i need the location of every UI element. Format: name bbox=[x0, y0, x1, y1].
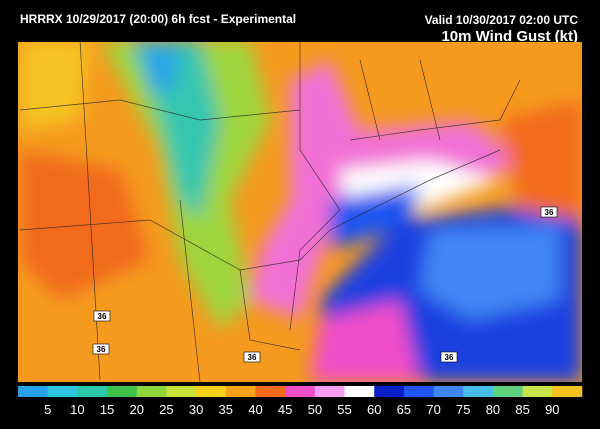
wind-field bbox=[18, 42, 582, 382]
colorbar-swatch bbox=[403, 386, 434, 397]
colorbar-swatch bbox=[552, 386, 583, 397]
colorbar-swatch bbox=[374, 386, 405, 397]
valid-time: Valid 10/30/2017 02:00 UTC bbox=[424, 13, 578, 27]
colorbar-label: 40 bbox=[248, 402, 262, 417]
route-shield bbox=[540, 206, 558, 218]
colorbar-label: 80 bbox=[486, 402, 500, 417]
colorbar-swatch bbox=[166, 386, 197, 397]
colorbar-label: 75 bbox=[456, 402, 470, 417]
route-shield bbox=[440, 351, 458, 363]
colorbar-swatch bbox=[77, 386, 108, 397]
colorbar-label: 90 bbox=[545, 402, 559, 417]
route-label: 36 bbox=[97, 345, 106, 354]
colorbar-swatch bbox=[196, 386, 227, 397]
colorbar-swatch bbox=[492, 386, 523, 397]
route-label: 36 bbox=[98, 312, 107, 321]
route-shield bbox=[92, 343, 110, 355]
colorbar-swatch bbox=[225, 386, 256, 397]
colorbar-label: 60 bbox=[367, 402, 381, 417]
colorbar-swatch bbox=[107, 386, 138, 397]
colorbar-label: 45 bbox=[278, 402, 292, 417]
colorbar-swatch bbox=[136, 386, 167, 397]
colorbar-label: 10 bbox=[70, 402, 84, 417]
colorbar-label: 85 bbox=[515, 402, 529, 417]
colorbar-label: 25 bbox=[159, 402, 173, 417]
colorbar-label: 5 bbox=[44, 402, 51, 417]
model-title: HRRRX 10/29/2017 (20:00) 6h fcst - Exper… bbox=[20, 12, 297, 26]
colorbar-label: 15 bbox=[100, 402, 114, 417]
route-label: 36 bbox=[545, 208, 554, 217]
colorbar-label: 65 bbox=[397, 402, 411, 417]
colorbar-swatch bbox=[18, 386, 48, 397]
boundaries bbox=[19, 42, 521, 382]
colorbar-label: 55 bbox=[337, 402, 351, 417]
colorbar-swatch bbox=[433, 386, 464, 397]
field-title: 10m Wind Gust (kt) bbox=[441, 28, 578, 45]
colorbar-label: 35 bbox=[219, 402, 233, 417]
route-shield bbox=[243, 351, 261, 363]
colorbar-label: 70 bbox=[426, 402, 440, 417]
colorbar-swatch bbox=[463, 386, 494, 397]
colorbar-label: 30 bbox=[189, 402, 203, 417]
colorbar-swatch bbox=[255, 386, 286, 397]
colorbar-swatch bbox=[47, 386, 78, 397]
colorbar-swatch bbox=[344, 386, 375, 397]
colorbar-swatch bbox=[285, 386, 316, 397]
route-label: 36 bbox=[248, 353, 257, 362]
route-shield bbox=[93, 310, 111, 322]
colorbar-label: 50 bbox=[308, 402, 322, 417]
colorbar-swatch bbox=[522, 386, 553, 397]
colorbar-swatch bbox=[314, 386, 345, 397]
route-label: 36 bbox=[445, 353, 454, 362]
colorbar-label: 20 bbox=[130, 402, 144, 417]
